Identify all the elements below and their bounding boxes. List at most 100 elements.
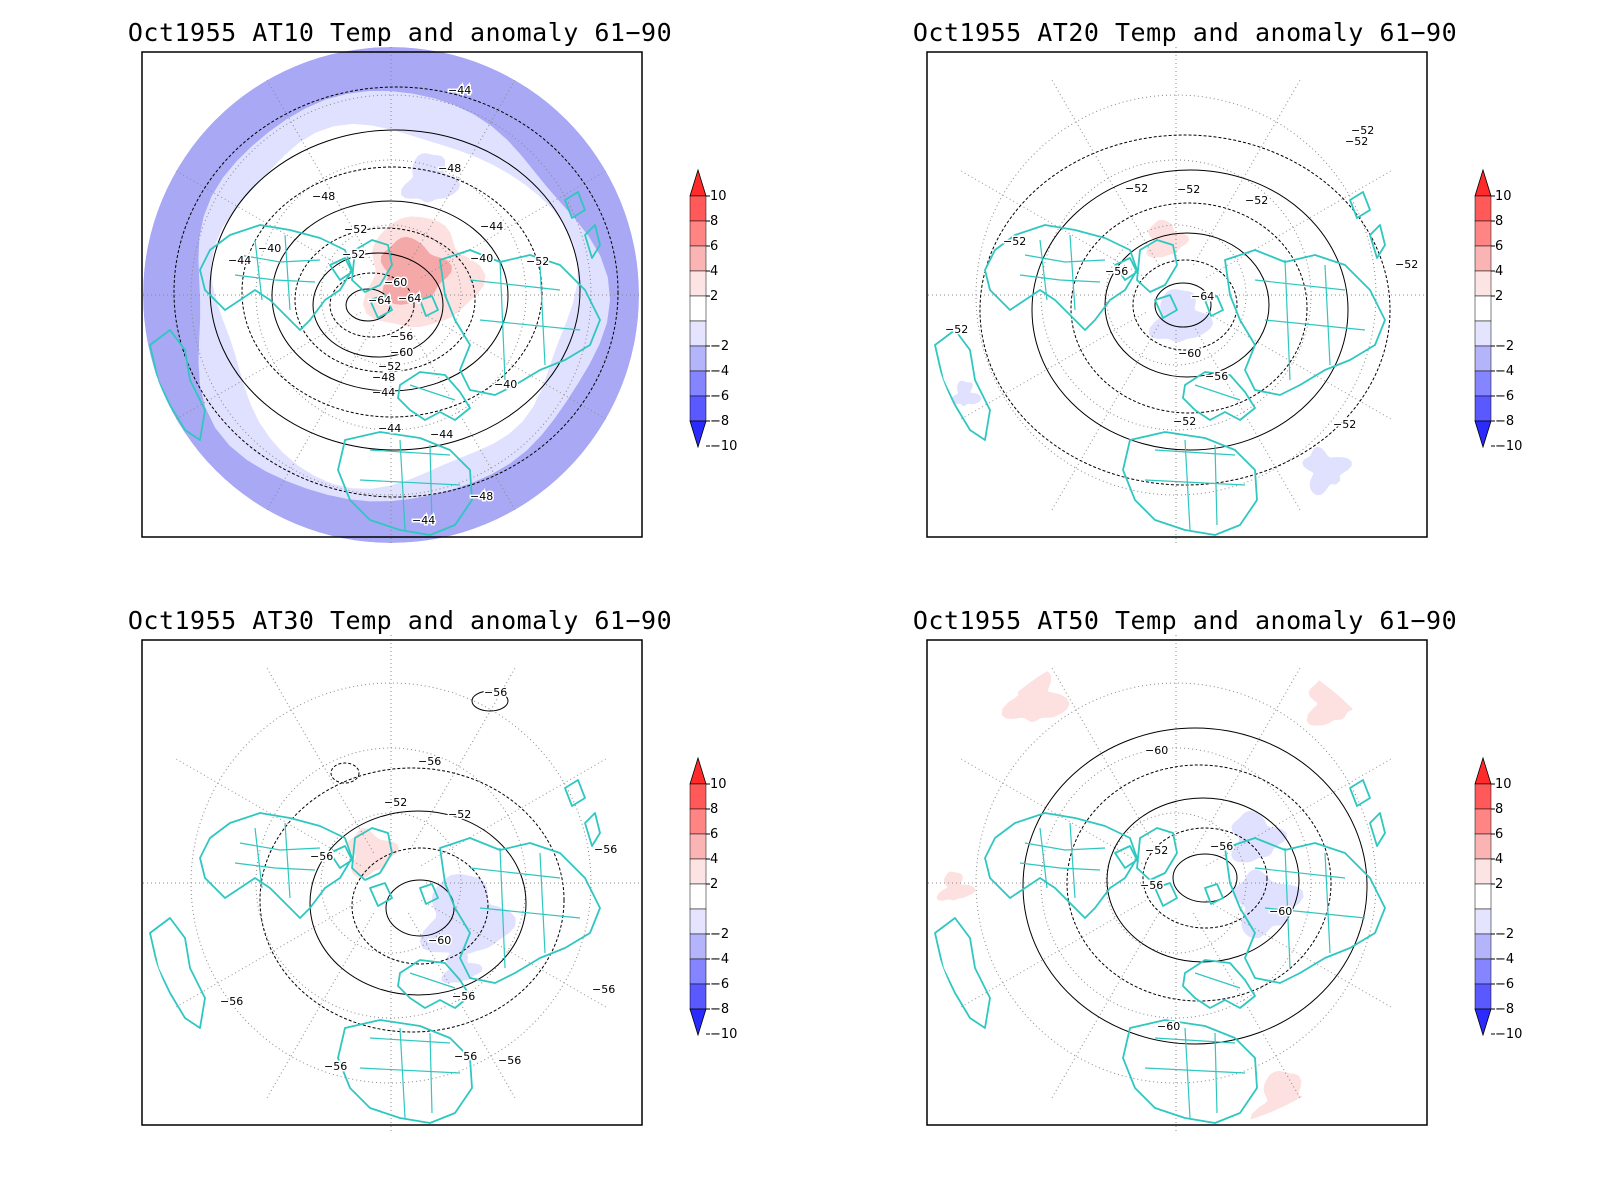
coastline: [1204, 295, 1224, 317]
coastline: [149, 917, 206, 1029]
colorbar-label: 2: [1495, 877, 1503, 892]
colorbar-label: −8: [710, 414, 729, 429]
colorbar: 10 8 6 4 2 −2 −4 −6 −8 −10: [1474, 756, 1522, 1042]
longitude-line: [1051, 325, 1159, 511]
colorbar-label: 10: [710, 777, 727, 792]
coastline: [1182, 959, 1256, 1009]
contour-label: −60: [1157, 1020, 1180, 1033]
map-frame: [141, 639, 643, 1126]
colorbar-swatch: [1474, 245, 1492, 272]
longitude-line: [1206, 170, 1392, 278]
colorbar-label: −2: [1495, 927, 1514, 942]
border-line: [359, 1067, 461, 1074]
map-panel-at10: −44−48−48−52−40−44 −52−60−40−44−52−64 −64−…: [141, 47, 737, 543]
latitude-line: [255, 747, 527, 1019]
colorbar-label: 2: [710, 877, 718, 892]
map-frame: [926, 51, 1428, 538]
contour-label: −52: [1351, 124, 1374, 137]
coastline: [1369, 812, 1386, 847]
temperature-contour: [241, 166, 543, 418]
border-line: [1284, 259, 1291, 381]
contour-label: −52: [342, 248, 365, 261]
colorbar-label: −4: [1495, 952, 1514, 967]
border-line: [284, 822, 291, 899]
temperature-contour: [1031, 169, 1349, 451]
colorbar: 10 8 6 4 2 −2 −4 −6 −8 −10: [689, 756, 737, 1042]
coastline: [397, 959, 471, 1009]
colorbar-swatch: [1474, 370, 1492, 397]
map-frame: [141, 51, 643, 538]
border-line: [1254, 867, 1346, 879]
anomaly-warm-patch: [1001, 668, 1070, 722]
longitude-line: [1051, 79, 1159, 265]
colorbar-label: 6: [1495, 827, 1503, 842]
colorbar-swatch: [689, 395, 707, 422]
contour-label: −52: [1173, 415, 1196, 428]
border-line: [1039, 239, 1048, 301]
contour-label: −60: [1269, 905, 1292, 918]
temperature-contour: [294, 227, 476, 373]
border-line: [239, 842, 321, 851]
temperature-contour: [312, 252, 444, 358]
coastline: [439, 837, 601, 984]
colorbar-label: 8: [710, 802, 718, 817]
longitude-line: [1051, 913, 1159, 1099]
longitude-line: [1193, 79, 1301, 265]
panel-title: Oct1955 AT30 Temp and anomaly 61−90: [127, 606, 673, 635]
coastline: [397, 371, 471, 421]
colorbar-label: 8: [1495, 214, 1503, 229]
colorbar-swatch: [1474, 883, 1492, 910]
map-panel-at20: −52−52−52 −52−52−52−56−64−60−56−52 −52−52−…: [926, 47, 1522, 543]
coastline: [934, 329, 991, 441]
colorbar-label: −6: [710, 389, 729, 404]
anomaly-cold-patch: [948, 380, 982, 406]
border-line: [1184, 1027, 1191, 1119]
coastline: [984, 812, 1138, 919]
colorbar-label: −10: [1495, 439, 1522, 454]
contour-label: −56: [498, 1054, 521, 1067]
coastline: [1136, 827, 1178, 881]
coastline: [1114, 257, 1138, 281]
colorbar-swatch: [689, 883, 707, 910]
border-line: [479, 907, 581, 919]
map-panel-at50: −60 −52 −56 −56 −60 −60 10 8 6 4 2 −2 −4 −6 −8 −10: [926, 635, 1522, 1131]
colorbar-swatch: [1474, 345, 1492, 372]
border-line: [254, 827, 263, 889]
contour-label: −56: [454, 1050, 477, 1063]
anomaly-cold-patch: [1302, 446, 1352, 496]
coastline: [564, 779, 586, 807]
coastline: [1122, 1019, 1258, 1124]
colorbar-swatch: [1474, 833, 1492, 860]
colorbar-label: 6: [1495, 239, 1503, 254]
colorbar-bottom-arrow: [1474, 420, 1492, 449]
panel-title: Oct1955 AT50 Temp and anomaly 61−90: [912, 606, 1458, 635]
contour-label: −40: [470, 252, 493, 265]
colorbar-label: 6: [710, 239, 718, 254]
border-line: [469, 279, 561, 291]
coastline: [351, 827, 393, 881]
coastline: [1204, 883, 1224, 905]
colorbar-swatch: [689, 295, 707, 322]
border-line: [499, 259, 506, 381]
contour-label: −56: [1140, 879, 1163, 892]
contour-label: −44: [412, 514, 435, 527]
coastline: [1369, 224, 1386, 259]
border-line: [1214, 1032, 1218, 1114]
longitude-line: [266, 667, 374, 853]
map-content: [143, 47, 639, 543]
border-line: [1154, 1037, 1236, 1044]
colorbar-label: 10: [1495, 777, 1512, 792]
contour-label: −60: [1145, 744, 1168, 757]
coastline: [1136, 239, 1178, 293]
colorbar-top-arrow: [689, 168, 707, 197]
colorbar-label: 4: [710, 264, 718, 279]
colorbar-label: 8: [710, 214, 718, 229]
border-line: [539, 852, 546, 954]
panel-title: Oct1955 AT10 Temp and anomaly 61−90: [127, 18, 673, 47]
colorbar-label: −6: [1495, 389, 1514, 404]
coastline: [419, 883, 439, 905]
contour-label: −56: [452, 990, 475, 1003]
colorbar-label: 10: [1495, 189, 1512, 204]
colorbar-label: −10: [710, 439, 737, 454]
map-content: [928, 635, 1424, 1131]
